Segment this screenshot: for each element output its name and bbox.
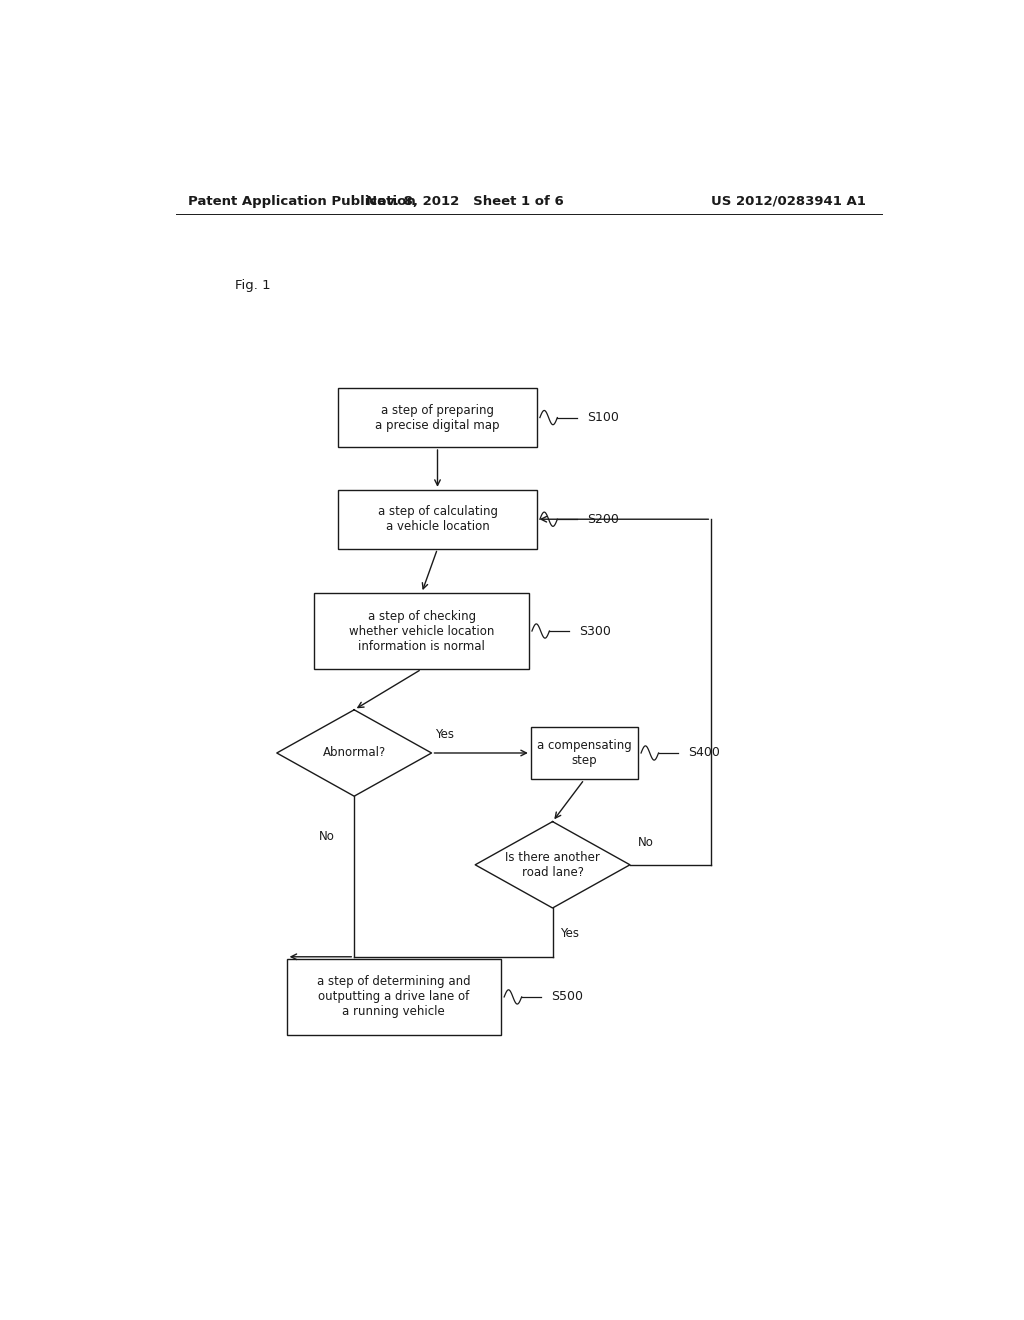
Text: Is there another
road lane?: Is there another road lane? [505, 851, 600, 879]
Text: S300: S300 [579, 624, 610, 638]
Bar [338, 490, 537, 549]
Text: Yes: Yes [560, 927, 580, 940]
Bar [530, 726, 638, 779]
Text: Abnormal?: Abnormal? [323, 747, 386, 759]
Text: S500: S500 [551, 990, 583, 1003]
Text: a compensating
step: a compensating step [537, 739, 632, 767]
Text: S100: S100 [587, 411, 618, 424]
Text: Patent Application Publication: Patent Application Publication [187, 194, 416, 207]
Text: Yes: Yes [435, 727, 455, 741]
Bar [338, 388, 537, 447]
Bar [287, 958, 501, 1035]
Text: No: No [638, 836, 653, 849]
Text: a step of checking
whether vehicle location
information is normal: a step of checking whether vehicle locat… [349, 610, 495, 652]
Text: US 2012/0283941 A1: US 2012/0283941 A1 [712, 194, 866, 207]
Bar [314, 593, 528, 669]
Text: Nov. 8, 2012   Sheet 1 of 6: Nov. 8, 2012 Sheet 1 of 6 [367, 194, 564, 207]
Polygon shape [276, 710, 431, 796]
Text: a step of determining and
outputting a drive lane of
a running vehicle: a step of determining and outputting a d… [317, 975, 471, 1019]
Text: No: No [318, 830, 334, 843]
Polygon shape [475, 821, 630, 908]
Text: Fig. 1: Fig. 1 [236, 279, 270, 292]
Text: a step of calculating
a vehicle location: a step of calculating a vehicle location [378, 506, 498, 533]
Text: S400: S400 [688, 747, 720, 759]
Text: S200: S200 [587, 512, 618, 525]
Text: a step of preparing
a precise digital map: a step of preparing a precise digital ma… [375, 404, 500, 432]
